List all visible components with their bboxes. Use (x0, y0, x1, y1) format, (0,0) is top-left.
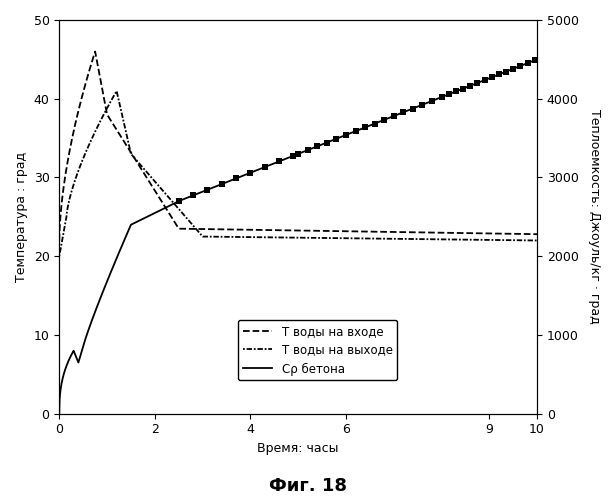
T воды на выходе (524, 238, 532, 244)
Line: T воды на входе: T воды на входе (59, 52, 537, 240)
T воды на входе (524, 231, 532, 237)
Сρ бетона (533, 56, 541, 62)
Сρ бетона (472, 80, 480, 86)
T воды на выходе (239, 234, 246, 240)
T воды на входе (139, 168, 146, 173)
Сρ бетона (259, 164, 267, 170)
T воды на входе (472, 230, 480, 236)
T воды на выходе (110, 93, 118, 99)
T воды на выходе (533, 238, 541, 244)
T воды на входе (239, 226, 246, 232)
X-axis label: Время: часы: Время: часы (257, 442, 339, 455)
T воды на выходе (113, 88, 120, 94)
T воды на выходе (139, 164, 146, 170)
Y-axis label: Температура : град: Температура : град (15, 152, 28, 282)
Line: T воды на выходе: T воды на выходе (59, 91, 537, 256)
T воды на входе (110, 122, 118, 128)
T воды на входе (91, 48, 99, 54)
T воды на входе (260, 227, 267, 233)
Text: Фиг. 18: Фиг. 18 (269, 477, 347, 495)
Сρ бетона (139, 216, 146, 222)
Y-axis label: Теплоемкость: Джоуль/кг · град: Теплоемкость: Джоуль/кг · град (588, 110, 601, 324)
Сρ бетона (239, 173, 246, 179)
T воды на выходе (260, 234, 267, 240)
T воды на выходе (472, 237, 480, 243)
T воды на входе (55, 238, 63, 244)
Legend: T воды на входе, T воды на выходе, Сρ бетона: T воды на входе, T воды на выходе, Сρ бе… (238, 320, 397, 380)
Сρ бетона (55, 410, 63, 416)
Сρ бетона (524, 60, 532, 66)
T воды на входе (533, 231, 541, 237)
Сρ бетона (110, 262, 118, 268)
Line: Сρ бетона: Сρ бетона (59, 60, 537, 414)
T воды на выходе (55, 253, 63, 259)
